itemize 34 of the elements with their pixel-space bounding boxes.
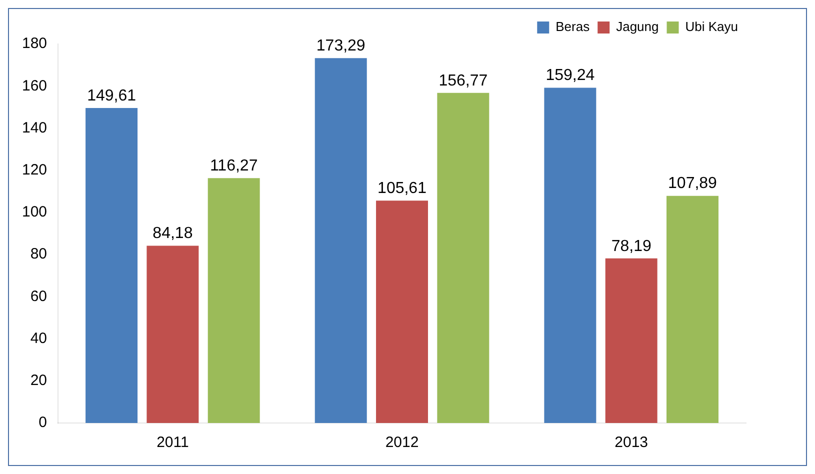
y-tick-label: 20	[30, 372, 48, 390]
data-label: 116,27	[210, 158, 258, 175]
data-label: 107,89	[668, 175, 718, 192]
bar	[544, 88, 596, 423]
x-tick-label: 2013	[614, 434, 648, 452]
x-tick-label: 2012	[385, 434, 419, 452]
bar	[605, 258, 658, 423]
y-tick-label: 60	[30, 288, 48, 305]
y-tick-label: 0	[38, 414, 48, 432]
data-label: 84,18	[152, 225, 193, 242]
bar	[314, 58, 367, 423]
legend-label: Jagung	[616, 19, 659, 34]
y-tick-label: 160	[22, 77, 48, 94]
data-label: 78,19	[611, 238, 652, 255]
y-tick-label: 80	[30, 246, 48, 263]
bar	[208, 178, 260, 423]
bar	[666, 196, 718, 423]
data-label: 105,61	[378, 180, 427, 198]
x-tick-label: 2011	[156, 434, 189, 452]
data-label: 149,61	[87, 87, 136, 104]
bar	[146, 246, 199, 423]
data-label: 156,77	[438, 72, 488, 90]
y-tick-label: 180	[22, 35, 48, 52]
bar	[376, 200, 428, 423]
legend-label: Ubi Kayu	[685, 19, 738, 34]
bar	[437, 92, 490, 423]
data-label: 159,24	[546, 67, 595, 84]
y-tick-label: 40	[30, 330, 48, 347]
data-label: 173,29	[316, 38, 366, 55]
bar	[86, 108, 138, 423]
legend-label: Beras	[556, 19, 590, 34]
y-tick-label: 100	[22, 204, 48, 221]
y-tick-label: 120	[22, 161, 48, 178]
y-tick-label: 140	[22, 119, 48, 136]
